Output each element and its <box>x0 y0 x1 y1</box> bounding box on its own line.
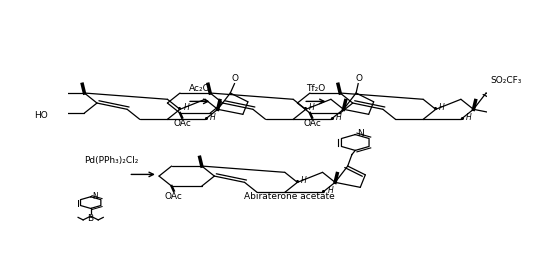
Text: H: H <box>466 113 472 122</box>
Text: Pd(PPh₃)₂Cl₂: Pd(PPh₃)₂Cl₂ <box>84 156 139 165</box>
Text: H: H <box>336 113 342 122</box>
Text: N: N <box>93 192 98 201</box>
Text: H: H <box>301 176 307 185</box>
Text: H: H <box>210 113 216 122</box>
Text: HO: HO <box>34 111 48 120</box>
Text: OAc: OAc <box>165 192 183 201</box>
Text: H: H <box>328 186 333 195</box>
Text: Abiraterone acetate: Abiraterone acetate <box>245 192 335 201</box>
Text: O: O <box>355 74 362 83</box>
Text: H: H <box>439 103 445 112</box>
Text: OAc: OAc <box>303 119 321 128</box>
Text: N: N <box>358 130 364 138</box>
Text: Ac₂O: Ac₂O <box>189 84 210 93</box>
Text: B: B <box>88 214 94 223</box>
Text: O: O <box>232 74 239 83</box>
Text: H: H <box>309 103 315 112</box>
Text: OAc: OAc <box>173 119 191 128</box>
Text: H: H <box>183 103 189 112</box>
Text: Tf₂O: Tf₂O <box>306 84 326 93</box>
Text: SO₂CF₃: SO₂CF₃ <box>490 76 522 85</box>
